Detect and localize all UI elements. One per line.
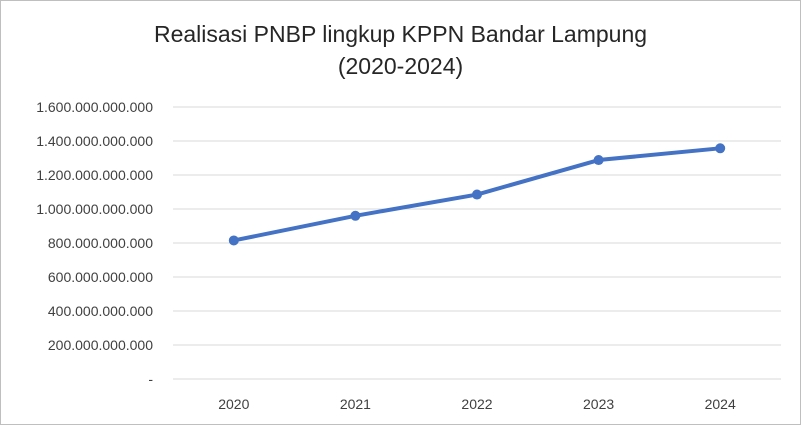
y-tick-label: 1.000.000.000.000 — [36, 201, 153, 217]
data-point — [593, 155, 604, 166]
x-tick-label: 2024 — [705, 396, 736, 412]
series-layer — [228, 143, 726, 246]
y-tick-label: - — [148, 371, 153, 387]
y-tick-label: 1.200.000.000.000 — [36, 167, 153, 183]
data-point — [228, 235, 239, 246]
gridlines — [173, 106, 781, 380]
y-tick-label: 800.000.000.000 — [48, 235, 153, 251]
y-tick-label: 400.000.000.000 — [48, 303, 153, 319]
y-tick-label: 1.400.000.000.000 — [36, 133, 153, 149]
y-tick-label: 1.600.000.000.000 — [36, 99, 153, 115]
y-tick-label: 600.000.000.000 — [48, 269, 153, 285]
chart-title-line-1: Realisasi PNBP lingkup KPPN Bandar Lampu… — [153, 21, 648, 47]
data-point — [350, 210, 361, 221]
x-tick-label: 2022 — [461, 396, 492, 412]
x-tick-label: 2020 — [218, 396, 249, 412]
y-axis-labels: - 200.000.000.000 400.000.000.000 600.000.0… — [36, 99, 153, 387]
data-point — [472, 189, 482, 200]
data-point — [715, 143, 726, 154]
chart-title-line-2: (2020-2024) — [337, 53, 464, 79]
x-axis-labels: 2020 2021 2022 2023 2024 — [218, 396, 736, 412]
x-tick-label: 2021 — [340, 396, 371, 412]
x-tick-label: 2023 — [583, 396, 614, 412]
chart-title: Realisasi PNBP lingkup KPPN Bandar Lampu… — [1, 18, 800, 82]
y-tick-label: 200.000.000.000 — [48, 337, 153, 353]
